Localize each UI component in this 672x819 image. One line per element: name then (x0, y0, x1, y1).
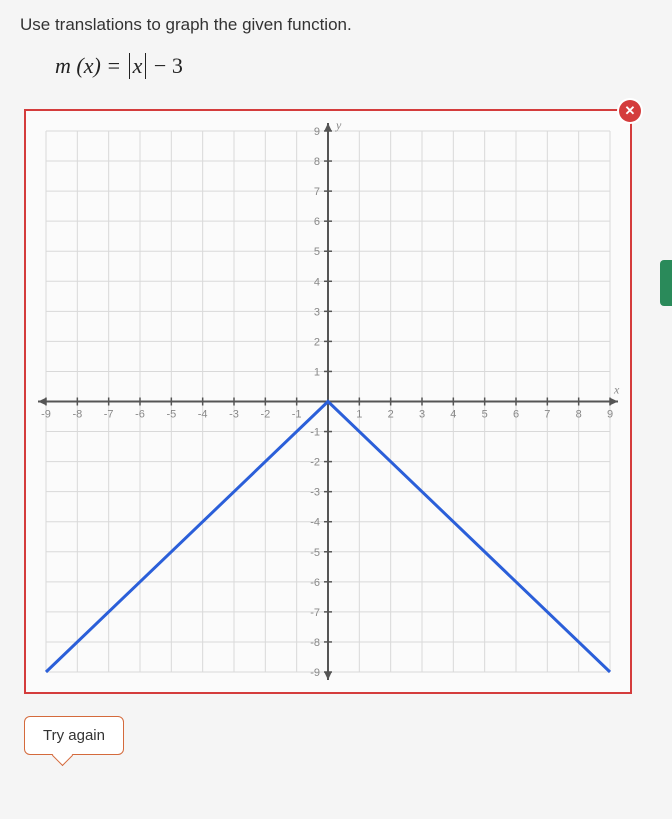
svg-text:y: y (335, 118, 342, 132)
svg-text:-3: -3 (229, 409, 239, 421)
svg-text:8: 8 (314, 156, 320, 168)
svg-text:6: 6 (513, 409, 519, 421)
svg-text:-5: -5 (166, 409, 176, 421)
feedback-text: Try again (43, 727, 105, 744)
svg-text:9: 9 (314, 126, 320, 138)
svg-text:5: 5 (314, 246, 320, 258)
svg-text:-5: -5 (310, 547, 320, 559)
svg-text:4: 4 (450, 409, 456, 421)
svg-text:-4: -4 (310, 517, 320, 529)
svg-text:-3: -3 (310, 487, 320, 499)
equation-rhs: − 3 (154, 53, 183, 78)
side-tab[interactable] (660, 260, 672, 306)
svg-text:2: 2 (314, 336, 320, 348)
svg-text:-2: -2 (260, 409, 270, 421)
svg-text:-9: -9 (310, 667, 320, 679)
equation-abs: x (129, 53, 147, 79)
svg-text:8: 8 (576, 409, 582, 421)
svg-text:-7: -7 (104, 409, 114, 421)
svg-text:4: 4 (314, 276, 320, 288)
svg-text:-1: -1 (292, 409, 302, 421)
svg-text:1: 1 (314, 366, 320, 378)
svg-text:7: 7 (314, 186, 320, 198)
graph-panel[interactable]: ✕ -9-8-7-6-5-4-3-2-1123456789-9-8-7-6-5-… (24, 109, 632, 694)
svg-text:-4: -4 (198, 409, 208, 421)
svg-text:5: 5 (482, 409, 488, 421)
svg-text:-7: -7 (310, 607, 320, 619)
svg-text:2: 2 (388, 409, 394, 421)
svg-text:x: x (613, 383, 620, 397)
question-prompt: Use translations to graph the given func… (20, 15, 652, 35)
svg-text:-6: -6 (310, 577, 320, 589)
coordinate-graph[interactable]: -9 -8 -7 -6 -5 -4 -3 -2 -1 1 2 3 4 5 6 7 8 9 -9 -8 -7 -6 -5 -4 -… (26, 111, 630, 692)
svg-text:3: 3 (419, 409, 425, 421)
svg-text:1: 1 (356, 409, 362, 421)
svg-text:6: 6 (314, 216, 320, 228)
close-icon[interactable]: ✕ (619, 100, 641, 122)
svg-text:3: 3 (314, 306, 320, 318)
svg-text:7: 7 (544, 409, 550, 421)
svg-text:-1: -1 (310, 427, 320, 439)
svg-text:-2: -2 (310, 457, 320, 469)
svg-text:-8: -8 (310, 637, 320, 649)
svg-text:-8: -8 (72, 409, 82, 421)
svg-text:-9: -9 (41, 409, 51, 421)
svg-text:-6: -6 (135, 409, 145, 421)
svg-text:9: 9 (607, 409, 613, 421)
equation-lhs: m (x) = (55, 53, 121, 78)
feedback-bubble: Try again (24, 716, 124, 755)
function-equation: m (x) = x − 3 (55, 53, 652, 79)
